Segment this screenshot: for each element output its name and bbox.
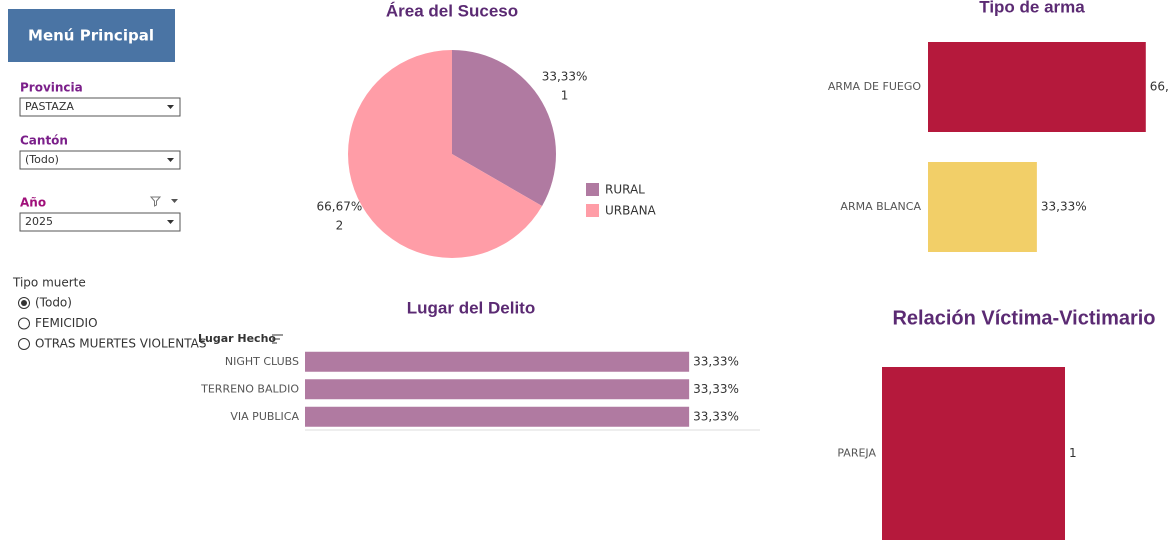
legend-label: URBANA (605, 204, 657, 218)
count-label: 1 (561, 88, 569, 102)
bar (305, 406, 690, 427)
value-label: 1 (1069, 446, 1077, 460)
category-label: ARMA BLANCA (840, 200, 921, 213)
pie-slice (452, 50, 556, 206)
filter-icon[interactable] (149, 196, 162, 207)
chart-title: Tipo de arma (979, 0, 1085, 16)
bar (305, 351, 690, 372)
category-label: TERRENO BALDIO (200, 382, 299, 395)
legend-swatch (586, 183, 599, 196)
value-label: 66,67% (317, 200, 363, 214)
axis-label: Lugar Hecho (198, 332, 276, 345)
menu-button-label[interactable]: Menú Principal (28, 27, 154, 45)
dropdown-arrow[interactable] (167, 158, 174, 162)
dropdown-arrow[interactable] (167, 105, 174, 109)
dropdown[interactable] (19, 150, 181, 170)
menu-button[interactable] (8, 9, 175, 62)
legend-swatch (586, 204, 599, 217)
bar (928, 162, 1037, 252)
value-label: 33,33% (693, 354, 739, 368)
chart-title: Lugar del Delito (407, 298, 535, 317)
radio-button[interactable] (18, 338, 30, 350)
value-label: 33,33% (1041, 200, 1087, 214)
category-label: NIGHT CLUBS (225, 355, 299, 368)
bar (928, 42, 1146, 132)
year-filter-icons[interactable] (149, 196, 178, 207)
category-label: ARMA DE FUEGO (828, 80, 921, 93)
chart-title: Área del Suceso (386, 1, 518, 20)
category-label: VIA PUBLICA (230, 410, 299, 423)
filter-label: Provincia (20, 81, 83, 95)
radio-option[interactable]: FEMICIDIO (35, 316, 98, 330)
sort-icon[interactable] (272, 334, 283, 344)
dropdown-value[interactable]: PASTAZA (25, 100, 74, 113)
dropdown-arrow[interactable] (167, 220, 174, 224)
radio-option[interactable]: (Todo) (35, 296, 72, 310)
filter-label: Año (20, 196, 46, 210)
value-label: 33,33% (693, 409, 739, 423)
bar (882, 367, 1065, 540)
dropdown-arrow[interactable] (171, 199, 178, 203)
legend-label: RURAL (605, 183, 645, 197)
dropdown-value[interactable]: (Todo) (25, 153, 59, 166)
dropdown[interactable] (19, 97, 181, 117)
dropdown[interactable] (19, 212, 181, 232)
radio-label: Tipo muerte (12, 276, 86, 290)
count-label: 2 (336, 219, 344, 233)
chart-title: Relación Víctima-Victimario (892, 307, 1155, 329)
value-label: 66, (1150, 80, 1169, 94)
pie-slice (348, 50, 543, 258)
bar (305, 379, 690, 400)
filter-label: Cantón (20, 134, 68, 148)
radio-button[interactable] (18, 317, 30, 330)
radio-dot[interactable] (21, 300, 27, 306)
value-label: 33,33% (693, 382, 739, 396)
dropdown-value[interactable]: 2025 (25, 215, 53, 228)
category-label: PAREJA (837, 447, 876, 460)
radio-option[interactable]: OTRAS MUERTES VIOLENTAS (35, 337, 206, 351)
value-label: 33,33% (542, 69, 588, 83)
